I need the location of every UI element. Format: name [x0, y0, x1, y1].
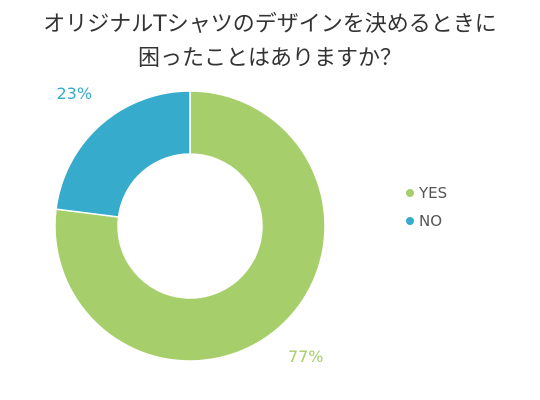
legend-label-yes: YES — [419, 184, 448, 202]
legend-label-no: NO — [419, 212, 443, 230]
value-label-yes: 77% — [288, 347, 324, 366]
donut-slice-no[interactable] — [55, 90, 191, 218]
donut-slice-yes[interactable] — [54, 90, 326, 362]
legend-item-no[interactable]: NO — [406, 207, 447, 235]
chart-title-line-1: オリジナルTシャツのデザインを決めるときに — [43, 12, 497, 37]
chart-title-line-2: 困ったことはありますか？ — [137, 46, 402, 71]
value-label-no: 23% — [56, 84, 92, 103]
chart-legend: YES NO — [406, 179, 447, 235]
legend-swatch-no — [406, 217, 414, 225]
legend-swatch-yes — [406, 189, 414, 197]
legend-item-yes[interactable]: YES — [406, 179, 447, 207]
chart-title: オリジナルTシャツのデザインを決めるときに 困ったことはありますか？ — [0, 8, 540, 76]
